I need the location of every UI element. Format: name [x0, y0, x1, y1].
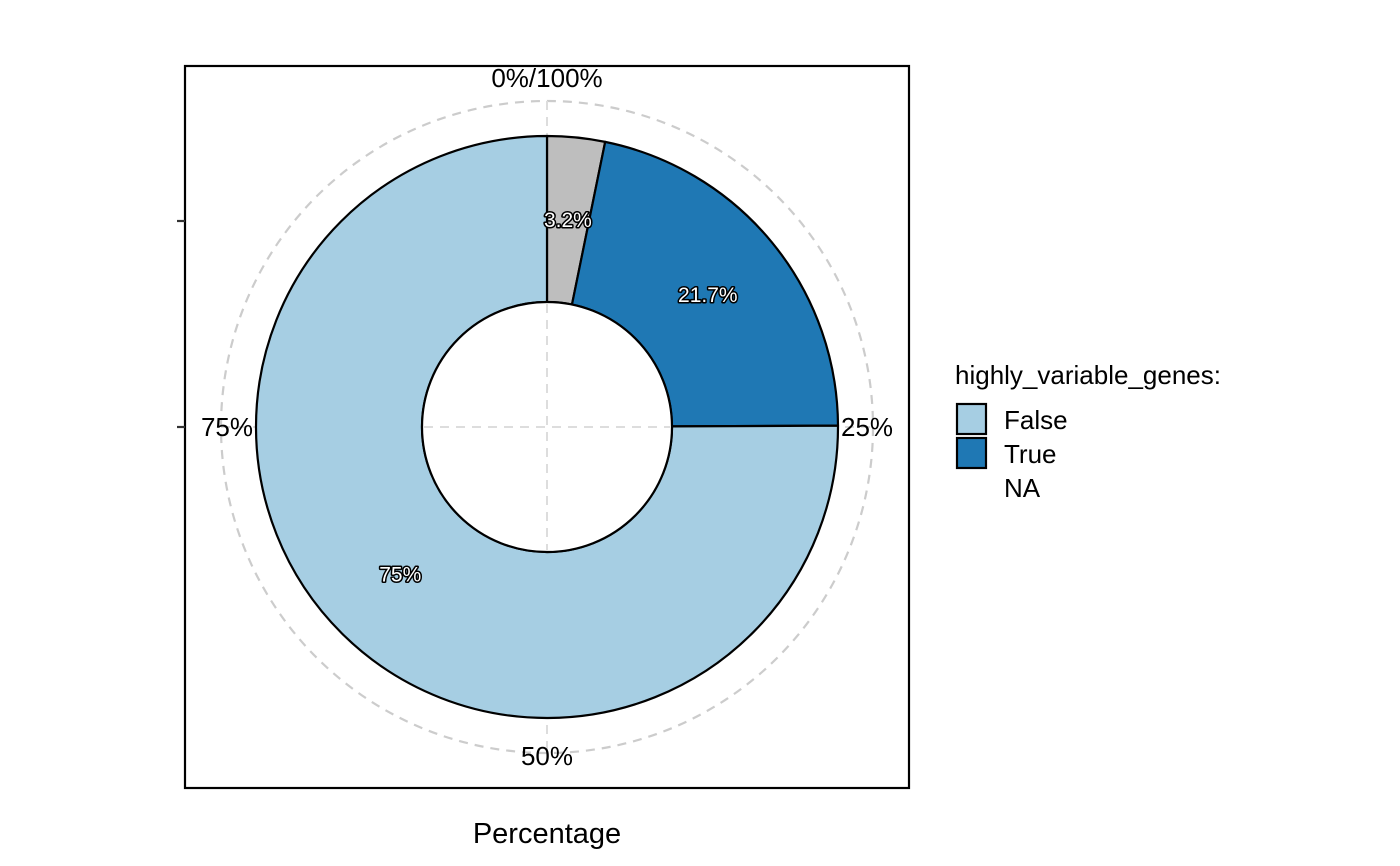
- inner-grid-layer: [424, 304, 670, 550]
- legend-label-na: NA: [1004, 473, 1041, 503]
- slice-layer: [254, 134, 840, 720]
- legend-label-true: True: [1004, 439, 1057, 469]
- x-axis-label: Percentage: [473, 818, 621, 850]
- donut-hole: [420, 300, 674, 554]
- grid-circle: [219, 99, 875, 755]
- legend-swatch-false: [955, 402, 988, 436]
- legend-swatch-true: [955, 436, 988, 470]
- legend-label-false: False: [1004, 405, 1068, 435]
- angular-tick-label: 75%: [201, 412, 253, 442]
- slice-label-false: 75%: [379, 563, 421, 586]
- angular-tick-label: 50%: [521, 741, 573, 771]
- legend-title: highly_variable_genes:: [955, 360, 1221, 390]
- slice-label-na: 3.2%: [544, 209, 592, 232]
- angular-tick-label: 25%: [841, 412, 893, 442]
- slice-label-layer: 3.2% 21.7% 75%: [378, 208, 739, 588]
- slice-label-true: 21.7%: [678, 284, 738, 307]
- angular-tick-label: 0%/100%: [491, 63, 602, 93]
- legend: False True NA: [955, 402, 1068, 503]
- tick-layer: 0%/100% 25% 50% 75%: [201, 63, 893, 771]
